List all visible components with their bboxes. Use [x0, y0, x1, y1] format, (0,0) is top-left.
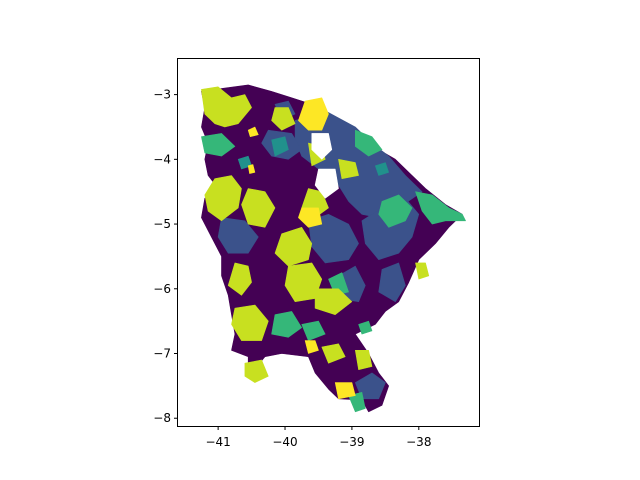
y-tick-label-0: −3: [153, 88, 171, 102]
municipality-polygon-25: [241, 188, 276, 228]
municipality-polygon-44: [247, 164, 256, 174]
municipality-polygon-31: [314, 288, 353, 316]
municipality-polygon-19: [358, 320, 373, 335]
municipality-polygon-41: [334, 382, 356, 400]
municipality-polygon-38: [415, 262, 430, 280]
municipality-polygon-10: [415, 191, 466, 225]
municipality-polygon-35: [244, 359, 269, 383]
y-tick-label-3: −6: [153, 282, 171, 296]
map-hole-45: [311, 133, 333, 160]
map-hole-46: [314, 168, 339, 199]
x-tick-label-2: −39: [339, 435, 364, 449]
municipality-polygon-15: [271, 311, 303, 338]
municipality-polygon-34: [338, 159, 359, 179]
x-tick-label-1: −40: [272, 435, 297, 449]
municipality-polygon-42: [304, 340, 319, 354]
municipality-polygon-24: [204, 175, 242, 222]
y-tick-label-1: −4: [153, 152, 171, 166]
municipality-polygon-28: [227, 262, 252, 296]
y-tick-label-5: −8: [153, 411, 171, 425]
x-tick-label-0: −41: [205, 435, 230, 449]
municipality-polygon-40: [298, 207, 323, 228]
y-axis: −3 −4 −5 −6 −7 −8: [153, 88, 178, 425]
municipality-polygon-36: [321, 343, 346, 364]
municipality-polygon-4: [308, 214, 359, 264]
municipality-polygon-29: [231, 304, 269, 341]
x-tick-label-3: −38: [406, 435, 431, 449]
municipality-polygon-37: [354, 349, 373, 371]
municipality-polygon-26: [274, 227, 313, 267]
municipality-polygon-39: [298, 97, 329, 131]
municipality-polygon-22: [374, 162, 390, 176]
y-tick-label-2: −5: [153, 217, 171, 231]
municipality-polygon-18: [348, 391, 366, 413]
axes-frame: [177, 58, 480, 427]
municipality-polygon-5: [217, 217, 259, 254]
municipality-polygon-7: [378, 262, 406, 303]
municipality-polygon-20: [271, 136, 289, 157]
municipality-polygon-16: [301, 320, 326, 341]
municipality-polygon-12: [201, 133, 236, 157]
municipality-polygon-13: [354, 129, 383, 157]
municipality-regions: [201, 84, 466, 413]
municipality-polygon-11: [378, 194, 413, 228]
municipality-polygon-23: [201, 86, 252, 128]
x-axis: −41 −40 −39 −38: [205, 426, 431, 449]
municipality-polygon-43: [247, 126, 259, 137]
municipality-polygon-32: [271, 107, 296, 131]
y-tick-label-4: −7: [153, 347, 171, 361]
